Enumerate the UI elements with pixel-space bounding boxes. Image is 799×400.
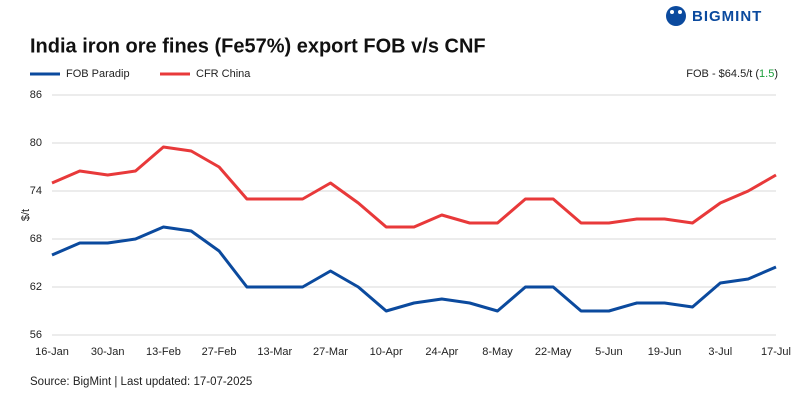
x-tick-label: 19-Jun (648, 346, 682, 358)
logo-icon-dot (670, 10, 674, 14)
y-tick-label: 62 (30, 281, 42, 293)
x-tick-label: 5-Jun (595, 346, 623, 358)
x-tick-label: 30-Jan (91, 346, 125, 358)
x-tick-label: 16-Jan (35, 346, 69, 358)
y-axis-label: $/t (20, 209, 32, 221)
y-tick-label: 74 (30, 185, 42, 197)
annotation: FOB - $64.5/t (1.5) (686, 68, 778, 80)
legend-label: CFR China (196, 68, 251, 80)
logo-icon (666, 6, 686, 26)
annotation-change: 1.5 (759, 68, 774, 80)
y-tick-label: 56 (30, 329, 42, 341)
logo-icon-dot (678, 10, 682, 14)
y-tick-label: 68 (30, 233, 42, 245)
brand: BIGMINT (692, 8, 762, 25)
x-tick-label: 8-May (482, 346, 513, 358)
legend-label: FOB Paradip (66, 68, 130, 80)
x-tick-label: 27-Feb (202, 346, 237, 358)
source: Source: BigMint | Last updated: 17-07-20… (30, 376, 252, 388)
chart-title: India iron ore fines (Fe57%) export FOB … (30, 35, 486, 57)
x-tick-label: 24-Apr (425, 346, 458, 358)
series-line (51, 225, 777, 313)
x-tick-label: 10-Apr (370, 346, 403, 358)
y-tick-label: 86 (30, 89, 42, 101)
x-tick-label: 13-Feb (146, 346, 181, 358)
x-tick-label: 17-Jul (761, 346, 791, 358)
series-line (51, 145, 777, 229)
x-tick-label: 13-Mar (257, 346, 292, 358)
logo: BIGMINT (666, 6, 762, 26)
annotation-text: FOB - $64.5/t ( (686, 68, 759, 80)
y-tick-label: 80 (30, 137, 42, 149)
x-tick-label: 22-May (535, 346, 572, 358)
x-tick-label: 3-Jul (708, 346, 732, 358)
x-tick-label: 27-Mar (313, 346, 348, 358)
annotation-text: ) (774, 68, 778, 80)
